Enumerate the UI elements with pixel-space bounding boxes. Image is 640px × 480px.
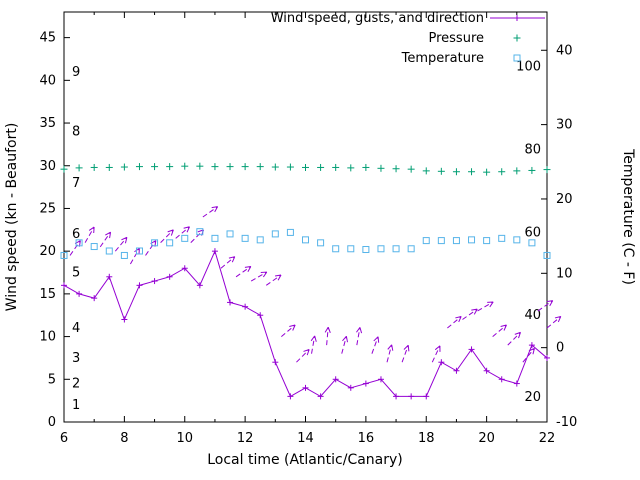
- legend-label-temperature: Temperature: [401, 51, 484, 66]
- beaufort-label: 7: [72, 176, 80, 191]
- beaufort-label: 2: [72, 377, 80, 392]
- x-tick-label: 20: [478, 431, 495, 446]
- left-tick-label: 30: [39, 159, 56, 174]
- left-tick-label: 40: [39, 73, 56, 88]
- x-axis-label: Local time (Atlantic/Canary): [207, 452, 403, 468]
- left-tick-label: 35: [39, 116, 56, 131]
- fahrenheit-label: 40: [524, 308, 541, 323]
- beaufort-label: 6: [72, 227, 80, 242]
- fahrenheit-label: 100: [516, 60, 541, 75]
- beaufort-label: 1: [72, 398, 80, 413]
- fahrenheit-label: 80: [524, 143, 541, 158]
- x-tick-label: 6: [60, 431, 68, 446]
- legend-label-wind: Wind speed, gusts, and direction: [271, 11, 484, 26]
- fahrenheit-label: 60: [524, 225, 541, 240]
- left-tick-label: 5: [48, 372, 56, 387]
- x-tick-label: 8: [120, 431, 128, 446]
- left-tick-label: 15: [39, 287, 56, 302]
- left-tick-label: 20: [39, 244, 56, 259]
- x-tick-label: 14: [297, 431, 314, 446]
- right-tick-label: 20: [556, 192, 573, 207]
- left-tick-label: 10: [39, 330, 56, 345]
- x-tick-label: 10: [176, 431, 193, 446]
- y-axis-label-right: Temperature (C - F): [620, 148, 636, 285]
- right-tick-label: 0: [556, 341, 564, 356]
- right-tick-label: 30: [556, 118, 573, 133]
- x-tick-label: 18: [418, 431, 435, 446]
- left-tick-label: 45: [39, 31, 56, 46]
- fahrenheit-label: 20: [524, 390, 541, 405]
- left-tick-label: 0: [48, 415, 56, 430]
- wind-series-line: [63, 249, 548, 398]
- legend-label-pressure: Pressure: [428, 31, 484, 46]
- plot-border: [63, 11, 548, 423]
- right-tick-label: 10: [556, 266, 573, 281]
- right-tick-label: 40: [556, 43, 573, 58]
- beaufort-label: 9: [72, 65, 80, 80]
- beaufort-label: 5: [72, 266, 80, 281]
- x-tick-label: 16: [358, 431, 375, 446]
- left-tick-label: 25: [39, 201, 56, 216]
- beaufort-label: 3: [72, 351, 80, 366]
- beaufort-label: 4: [72, 321, 80, 336]
- y-axis-label-left: Wind speed (kn - Beaufort): [4, 123, 20, 312]
- x-tick-label: 12: [237, 431, 254, 446]
- beaufort-label: 8: [72, 125, 80, 140]
- right-tick-label: -10: [556, 415, 577, 430]
- x-tick-label: 22: [539, 431, 556, 446]
